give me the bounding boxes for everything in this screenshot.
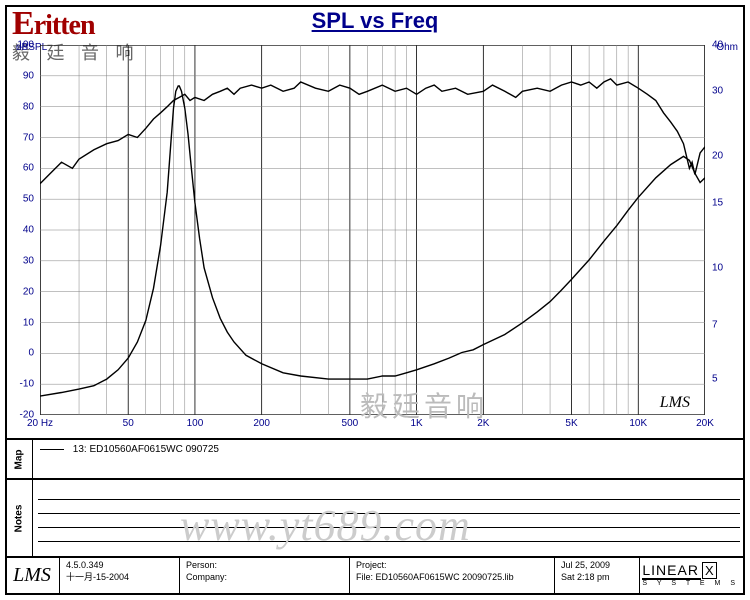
watermark-url: www.yt689.com xyxy=(180,500,471,551)
footer-time: Sat 2:18 pm xyxy=(561,572,633,584)
footer-company-label: Company: xyxy=(186,572,343,584)
y-right-labels: 571015203040 xyxy=(708,45,743,415)
footer-project-label: Project: xyxy=(356,560,548,572)
footer-lms-logo: LMS xyxy=(5,558,60,593)
footer-version: 4.5.0.349 xyxy=(66,560,173,572)
footer-version-cell: 4.5.0.349 十一月-15-2004 xyxy=(60,558,180,593)
linearx-main: LINEAR xyxy=(642,562,701,580)
footer-date-cn: 十一月-15-2004 xyxy=(66,572,173,584)
chart-plot-area: 毅廷音响 LMS xyxy=(40,45,705,415)
lms-corner-mark: LMS xyxy=(660,394,690,412)
map-legend: 13: ED10560AF0615WC 090725 xyxy=(40,444,219,455)
footer-person-label: Person: xyxy=(186,560,343,572)
linearx-x: X xyxy=(702,562,717,579)
footer-project-cell: Project: File: ED10560AF0615WC 20090725.… xyxy=(350,558,555,593)
map-section: Map 13: ED10560AF0615WC 090725 xyxy=(5,438,745,478)
map-side-label: Map xyxy=(5,440,33,478)
chart-title: SPL vs Freq xyxy=(0,8,750,34)
footer-date-cell: Jul 25, 2009 Sat 2:18 pm xyxy=(555,558,640,593)
footer-file-row: File: ED10560AF0615WC 20090725.lib xyxy=(356,572,548,584)
chart-svg xyxy=(40,45,705,415)
legend-line-icon xyxy=(40,449,64,450)
footer-person-cell: Person: Company: xyxy=(180,558,350,593)
watermark-center: 毅廷音响 xyxy=(360,385,488,425)
footer-date: Jul 25, 2009 xyxy=(561,560,633,572)
footer-section: LMS 4.5.0.349 十一月-15-2004 Person: Compan… xyxy=(5,556,745,593)
linearx-logo: LINEARX S Y S T E M S xyxy=(642,562,739,587)
y-left-labels: -20-100102030405060708090100 xyxy=(0,45,38,415)
linearx-sub: S Y S T E M S xyxy=(642,580,739,587)
legend-text: 13: ED10560AF0615WC 090725 xyxy=(73,444,219,455)
notes-side-label: Notes xyxy=(5,480,33,556)
